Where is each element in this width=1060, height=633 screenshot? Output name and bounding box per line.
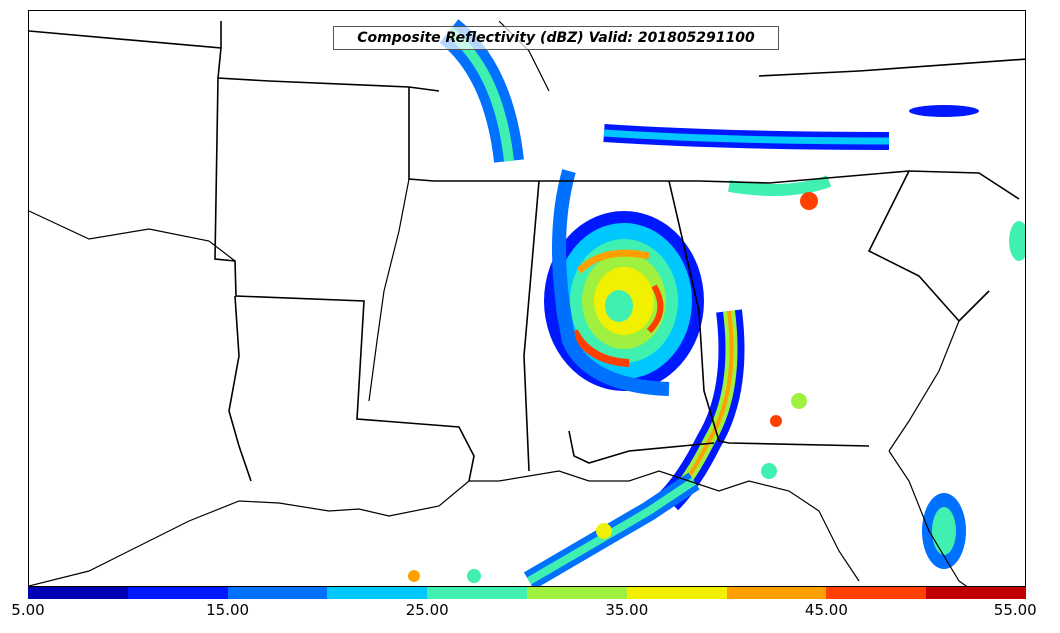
colorbar-segment: [926, 587, 1026, 599]
colorbar-tick-label: 25.00: [405, 601, 449, 619]
colorbar-segment: [826, 587, 927, 599]
colorbar-segment: [227, 587, 328, 599]
colorbar-segment: [726, 587, 827, 599]
colorbar-segment: [526, 587, 627, 599]
colorbar-segment: [127, 587, 228, 599]
colorbar-segment: [626, 587, 727, 599]
state-boundaries: [29, 21, 1025, 482]
map-title: Composite Reflectivity (dBZ) Valid: 2018…: [333, 26, 779, 50]
colorbar-tick-labels: 5.00 15.00 25.00 35.00 45.00 55.00: [0, 600, 1060, 630]
colorbar-tick-label: 15.00: [206, 601, 250, 619]
coastline: [29, 20, 990, 586]
reflectivity-echoes: [408, 19, 1025, 586]
colorbar-segment: [327, 587, 428, 599]
colorbar-segment: [427, 587, 527, 599]
colorbar-tick-label: 5.00: [11, 601, 45, 619]
colorbar-tick-label: 45.00: [804, 601, 848, 619]
radar-map-canvas: [29, 19, 1025, 586]
colorbar-tick-label: 35.00: [605, 601, 649, 619]
colorbar-segment: [28, 587, 128, 599]
radar-map: Composite Reflectivity (dBZ) Valid: 2018…: [28, 10, 1026, 587]
reflectivity-colorbar: [28, 587, 1026, 599]
colorbar-tick-label: 55.00: [993, 601, 1037, 619]
